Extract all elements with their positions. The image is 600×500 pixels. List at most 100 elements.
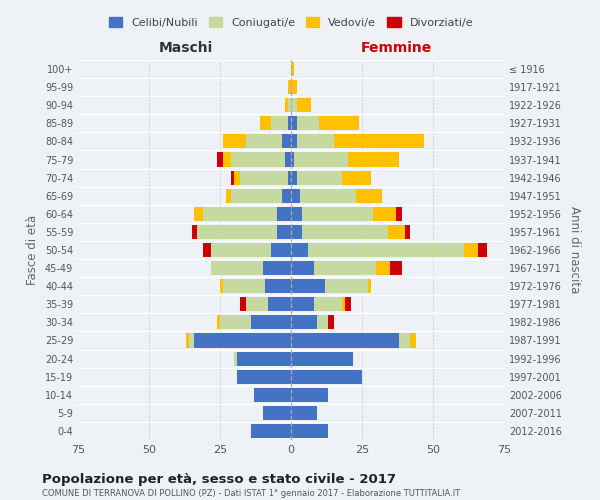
Bar: [237, 370, 291, 384]
Bar: [328, 316, 334, 330]
Bar: [294, 152, 348, 166]
Bar: [410, 334, 416, 347]
Bar: [396, 207, 402, 221]
Bar: [223, 279, 265, 293]
Bar: [291, 98, 296, 112]
Bar: [291, 261, 314, 275]
Bar: [245, 297, 268, 312]
Bar: [260, 116, 271, 130]
Bar: [288, 80, 291, 94]
Bar: [234, 170, 240, 184]
Bar: [291, 207, 302, 221]
Bar: [189, 334, 194, 347]
Bar: [291, 388, 328, 402]
Bar: [464, 243, 478, 257]
Bar: [194, 334, 291, 347]
Bar: [368, 279, 371, 293]
Bar: [283, 188, 291, 203]
Bar: [342, 297, 345, 312]
Bar: [291, 134, 296, 148]
Bar: [203, 207, 277, 221]
Bar: [348, 152, 399, 166]
Bar: [237, 352, 291, 366]
Bar: [388, 225, 404, 239]
Bar: [291, 334, 399, 347]
Bar: [283, 134, 291, 148]
Bar: [291, 170, 296, 184]
Bar: [232, 188, 283, 203]
Bar: [268, 297, 291, 312]
Bar: [211, 261, 263, 275]
Bar: [223, 134, 245, 148]
Bar: [288, 116, 291, 130]
Bar: [271, 116, 288, 130]
Bar: [317, 316, 328, 330]
Bar: [356, 188, 382, 203]
Bar: [399, 334, 410, 347]
Text: Femmine: Femmine: [361, 40, 432, 54]
Bar: [240, 297, 245, 312]
Bar: [251, 424, 291, 438]
Bar: [291, 188, 299, 203]
Bar: [308, 243, 464, 257]
Text: COMUNE DI TERRANOVA DI POLLINO (PZ) - Dati ISTAT 1° gennaio 2017 - Elaborazione : COMUNE DI TERRANOVA DI POLLINO (PZ) - Da…: [42, 489, 460, 498]
Bar: [404, 225, 410, 239]
Bar: [291, 116, 296, 130]
Bar: [291, 424, 328, 438]
Bar: [334, 134, 424, 148]
Y-axis label: Anni di nascita: Anni di nascita: [568, 206, 581, 294]
Bar: [291, 406, 317, 420]
Text: Maschi: Maschi: [159, 40, 213, 54]
Bar: [291, 279, 325, 293]
Bar: [263, 406, 291, 420]
Bar: [319, 116, 359, 130]
Bar: [373, 207, 396, 221]
Bar: [314, 261, 376, 275]
Bar: [291, 80, 296, 94]
Text: Popolazione per età, sesso e stato civile - 2017: Popolazione per età, sesso e stato civil…: [42, 472, 396, 486]
Bar: [291, 225, 302, 239]
Bar: [194, 207, 203, 221]
Bar: [217, 316, 220, 330]
Bar: [220, 279, 223, 293]
Bar: [245, 134, 283, 148]
Bar: [223, 152, 232, 166]
Bar: [314, 297, 342, 312]
Bar: [302, 207, 373, 221]
Bar: [302, 225, 388, 239]
Bar: [291, 243, 308, 257]
Bar: [251, 316, 291, 330]
Y-axis label: Fasce di età: Fasce di età: [26, 215, 39, 285]
Legend: Celibi/Nubili, Coniugati/e, Vedovi/e, Divorziati/e: Celibi/Nubili, Coniugati/e, Vedovi/e, Di…: [104, 12, 478, 32]
Bar: [296, 98, 311, 112]
Bar: [291, 316, 317, 330]
Bar: [186, 334, 189, 347]
Bar: [288, 170, 291, 184]
Bar: [296, 116, 319, 130]
Bar: [288, 98, 291, 112]
Bar: [265, 279, 291, 293]
Bar: [478, 243, 487, 257]
Bar: [291, 62, 294, 76]
Bar: [376, 261, 391, 275]
Bar: [342, 170, 371, 184]
Bar: [286, 98, 288, 112]
Bar: [211, 243, 271, 257]
Bar: [325, 279, 368, 293]
Bar: [296, 170, 342, 184]
Bar: [234, 352, 237, 366]
Bar: [254, 388, 291, 402]
Bar: [217, 152, 223, 166]
Bar: [277, 225, 291, 239]
Bar: [232, 170, 234, 184]
Bar: [299, 188, 356, 203]
Bar: [286, 152, 291, 166]
Bar: [277, 207, 291, 221]
Bar: [291, 152, 294, 166]
Bar: [345, 297, 350, 312]
Bar: [203, 243, 211, 257]
Bar: [191, 225, 197, 239]
Bar: [226, 188, 232, 203]
Bar: [291, 370, 362, 384]
Bar: [296, 134, 334, 148]
